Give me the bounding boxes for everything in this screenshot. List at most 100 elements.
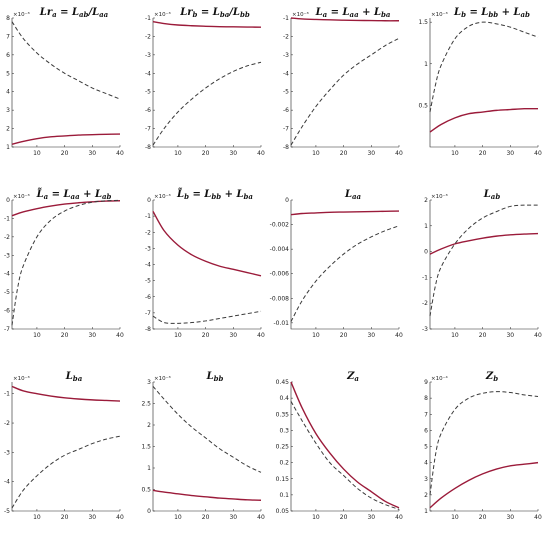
- y-tick-label: -8: [145, 144, 151, 151]
- y-tick-label: 0.3: [279, 427, 289, 434]
- y-tick-label: 7: [424, 411, 428, 418]
- series-line-solid: [290, 381, 400, 509]
- y-tick-label: 2.5: [141, 401, 151, 408]
- y-multiplier-label: ×10⁻³: [13, 193, 30, 200]
- x-tick-label: 20: [202, 332, 210, 339]
- y-tick-label: 0: [424, 249, 428, 256]
- y-tick-label: 2: [6, 126, 10, 133]
- y-tick-label: 8: [6, 15, 10, 22]
- series-line-dashed: [290, 401, 400, 510]
- x-tick-label: 40: [534, 332, 542, 339]
- y-tick-label: -4: [145, 70, 151, 77]
- y-multiplier-label: ×10⁻³: [154, 11, 171, 18]
- series-line-dashed: [290, 225, 400, 322]
- chart-panel-6: 10 20 30 40 -8 -7 -6 -5 -4 -3 -2 -1 0 ×10⁻³ L̃b = Lbb …: [145, 188, 265, 339]
- panel-title: Lrb = Lba/Lbb: [179, 7, 250, 19]
- x-tick-label: 30: [367, 150, 375, 157]
- x-tick-label: 10: [312, 332, 320, 339]
- chart-panel-7: 10 20 30 40 -0.01 -0.008 -0.006 -0.004 -0.002 0 La…: [270, 189, 403, 339]
- y-tick-label: -4: [145, 262, 151, 269]
- y-tick-label: -4: [4, 271, 10, 278]
- y-tick-label: 0.05: [276, 508, 290, 515]
- y-tick-label: 1: [424, 508, 428, 515]
- x-tick-label: 30: [506, 150, 514, 157]
- y-multiplier-label: ×10⁻³: [431, 193, 448, 200]
- x-tick-label: 30: [229, 514, 237, 521]
- panel-title: Za: [346, 371, 359, 383]
- y-multiplier-label: ×10⁻⁴: [431, 375, 449, 382]
- y-tick-label: 3: [424, 476, 428, 483]
- y-tick-label: 1: [424, 61, 428, 68]
- y-tick-label: 1.5: [141, 444, 151, 451]
- y-tick-label: -1: [422, 274, 428, 281]
- x-tick-label: 10: [33, 150, 41, 157]
- x-tick-label: 30: [367, 332, 375, 339]
- y-tick-label: -7: [283, 126, 289, 133]
- axes-frame: [290, 382, 399, 512]
- series-line-solid: [429, 232, 539, 255]
- chart-panel-10: 10 20 30 40 0 0.5 1 1.5 2 2.5 3 ×10⁻³ Lbb: [141, 371, 265, 521]
- axes-frame: [152, 382, 261, 512]
- y-tick-label: -0.004: [270, 246, 290, 253]
- y-tick-label: 3: [147, 379, 151, 386]
- x-tick-label: 20: [479, 332, 487, 339]
- y-tick-label: -8: [145, 326, 151, 333]
- y-tick-label: -2: [422, 300, 428, 307]
- series-line-solid: [152, 20, 262, 28]
- y-tick-label: -7: [145, 126, 151, 133]
- y-tick-label: 6: [424, 427, 428, 434]
- x-tick-label: 40: [395, 332, 403, 339]
- series-line-dashed: [11, 21, 121, 100]
- x-tick-label: 30: [88, 514, 96, 521]
- series-line-solid: [152, 210, 262, 277]
- y-tick-label: -6: [283, 107, 289, 114]
- series-line-dashed: [429, 21, 539, 113]
- x-tick-label: 30: [229, 150, 237, 157]
- y-tick-label: -0.006: [270, 271, 290, 278]
- y-multiplier-label: ×10⁻³: [154, 193, 171, 200]
- x-tick-label: 40: [116, 514, 124, 521]
- x-tick-label: 40: [257, 332, 265, 339]
- y-tick-label: 0: [285, 197, 289, 204]
- series-line-dashed: [152, 61, 262, 146]
- y-tick-label: -7: [145, 310, 151, 317]
- axes-frame: [152, 200, 261, 330]
- chart-panel-4: 10 20 30 40 0.5 1 1.5×10⁻³ Lb = Lbb + Lab: [418, 7, 542, 157]
- x-tick-label: 40: [116, 150, 124, 157]
- series-line-dashed: [429, 391, 539, 495]
- y-tick-label: -6: [145, 294, 151, 301]
- x-tick-label: 30: [506, 332, 514, 339]
- x-tick-label: 20: [202, 514, 210, 521]
- y-tick-label: 0.25: [276, 444, 290, 451]
- x-tick-label: 40: [534, 514, 542, 521]
- x-tick-label: 10: [174, 514, 182, 521]
- y-tick-label: 0.15: [276, 476, 290, 483]
- series-line-solid: [290, 17, 400, 22]
- x-tick-label: 40: [395, 514, 403, 521]
- series-line-solid: [152, 489, 262, 501]
- series-line-dashed: [429, 204, 539, 317]
- x-tick-label: 10: [451, 514, 459, 521]
- x-tick-label: 20: [61, 514, 69, 521]
- x-tick-label: 10: [312, 514, 320, 521]
- y-tick-label: 0: [147, 197, 151, 204]
- series-line-solid: [11, 133, 121, 145]
- x-tick-label: 20: [340, 150, 348, 157]
- axes-frame: [152, 18, 261, 148]
- panel-title: Lba: [65, 371, 83, 383]
- y-tick-label: -5: [145, 89, 151, 96]
- y-tick-label: 2: [147, 422, 151, 429]
- series-line-solid: [11, 385, 121, 402]
- x-tick-label: 10: [312, 150, 320, 157]
- x-tick-label: 10: [33, 514, 41, 521]
- panel-title: Lra = Lab/Laa: [39, 7, 109, 19]
- y-multiplier-label: ×10⁻³: [154, 375, 171, 382]
- axes-frame: [11, 382, 120, 512]
- series-line-dashed: [152, 385, 262, 473]
- y-tick-label: -4: [4, 479, 10, 486]
- y-tick-label: 7: [6, 33, 10, 40]
- x-tick-label: 10: [451, 332, 459, 339]
- x-tick-label: 20: [61, 150, 69, 157]
- y-tick-label: 2: [424, 492, 428, 499]
